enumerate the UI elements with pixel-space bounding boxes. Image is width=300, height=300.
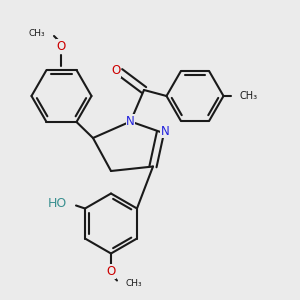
Text: N: N bbox=[126, 115, 135, 128]
Text: O: O bbox=[111, 64, 120, 77]
Text: CH₃: CH₃ bbox=[28, 28, 45, 38]
Text: O: O bbox=[57, 40, 66, 53]
Text: HO: HO bbox=[48, 196, 67, 210]
Text: CH₃: CH₃ bbox=[125, 279, 142, 288]
Text: CH₃: CH₃ bbox=[240, 91, 258, 101]
Text: N: N bbox=[160, 124, 169, 138]
Text: O: O bbox=[106, 265, 116, 278]
